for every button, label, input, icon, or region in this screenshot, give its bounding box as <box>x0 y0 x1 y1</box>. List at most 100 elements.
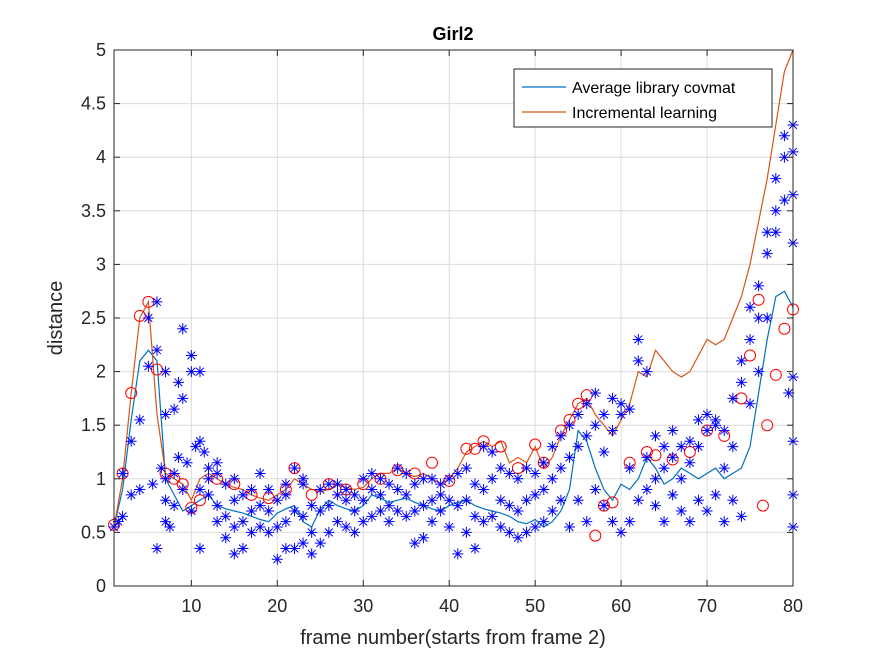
star-marker <box>211 467 223 479</box>
star-marker <box>280 478 292 490</box>
circle-marker <box>133 309 146 322</box>
star-marker <box>177 392 189 404</box>
star-marker <box>426 473 438 485</box>
star-marker <box>503 467 515 479</box>
star-marker <box>581 430 593 442</box>
star-marker <box>727 441 739 453</box>
star-marker <box>220 478 232 490</box>
star-marker <box>658 462 670 474</box>
star-marker <box>452 467 464 479</box>
chart-title: Girl2 <box>432 24 473 44</box>
star-marker <box>340 484 352 496</box>
star-marker <box>271 553 283 565</box>
star-marker <box>203 473 215 485</box>
star-marker <box>168 500 180 512</box>
star-marker <box>237 489 249 501</box>
star-marker <box>164 521 176 533</box>
star-markers <box>108 119 799 565</box>
x-tick-label: 50 <box>525 596 545 616</box>
star-marker <box>460 494 472 506</box>
star-marker <box>151 344 163 356</box>
star-marker <box>701 425 713 437</box>
star-marker <box>684 435 696 447</box>
star-marker <box>718 516 730 528</box>
star-marker <box>607 516 619 528</box>
circle-marker <box>460 442 473 455</box>
star-marker <box>185 366 197 378</box>
star-marker <box>314 537 326 549</box>
star-marker <box>203 462 215 474</box>
star-marker <box>778 151 790 163</box>
star-marker <box>546 441 558 453</box>
star-marker <box>323 526 335 538</box>
star-marker <box>607 392 619 404</box>
star-marker <box>435 478 447 490</box>
star-marker <box>297 510 309 522</box>
y-tick-label: 2 <box>96 362 106 382</box>
star-marker <box>280 542 292 554</box>
star-marker <box>555 462 567 474</box>
star-marker <box>400 467 412 479</box>
star-marker <box>624 462 636 474</box>
star-marker <box>366 484 378 496</box>
star-marker <box>555 430 567 442</box>
star-marker <box>735 510 747 522</box>
star-marker <box>374 505 386 517</box>
star-marker <box>469 478 481 490</box>
star-marker <box>254 467 266 479</box>
star-marker <box>564 521 576 533</box>
star-marker <box>203 489 215 501</box>
star-marker <box>770 205 782 217</box>
y-tick-label: 1 <box>96 469 106 489</box>
star-marker <box>340 494 352 506</box>
star-marker <box>168 467 180 479</box>
star-marker <box>400 489 412 501</box>
star-marker <box>521 494 533 506</box>
y-tick-label: 0.5 <box>81 522 106 542</box>
star-marker <box>615 526 627 538</box>
star-marker <box>314 505 326 517</box>
star-marker <box>443 473 455 485</box>
star-marker <box>151 542 163 554</box>
star-marker <box>589 387 601 399</box>
star-marker <box>349 526 361 538</box>
star-marker <box>581 516 593 528</box>
star-marker <box>684 457 696 469</box>
star-marker <box>572 408 584 420</box>
star-marker <box>718 425 730 437</box>
y-tick-label: 3 <box>96 254 106 274</box>
star-marker <box>155 462 167 474</box>
star-marker <box>555 494 567 506</box>
star-marker <box>409 478 421 490</box>
star-marker <box>237 516 249 528</box>
star-marker <box>142 360 154 372</box>
star-marker <box>125 435 137 447</box>
star-marker <box>443 494 455 506</box>
star-marker <box>417 532 429 544</box>
star-marker <box>503 500 515 512</box>
star-marker <box>417 500 429 512</box>
star-marker <box>177 323 189 335</box>
star-marker <box>306 548 318 560</box>
star-marker <box>134 484 146 496</box>
star-marker <box>564 419 576 431</box>
x-tick-label: 30 <box>353 596 373 616</box>
star-marker <box>503 526 515 538</box>
star-marker <box>168 403 180 415</box>
star-marker <box>392 484 404 496</box>
star-marker <box>512 532 524 544</box>
star-marker <box>331 516 343 528</box>
star-marker <box>147 478 159 490</box>
star-marker <box>478 516 490 528</box>
legend-box <box>513 68 773 128</box>
star-marker <box>417 473 429 485</box>
star-marker <box>297 537 309 549</box>
star-marker <box>546 473 558 485</box>
star-marker <box>744 398 756 410</box>
star-marker <box>366 467 378 479</box>
star-marker <box>323 478 335 490</box>
circle-marker <box>468 442 481 455</box>
star-marker <box>529 521 541 533</box>
star-marker <box>744 301 756 313</box>
star-marker <box>452 548 464 560</box>
